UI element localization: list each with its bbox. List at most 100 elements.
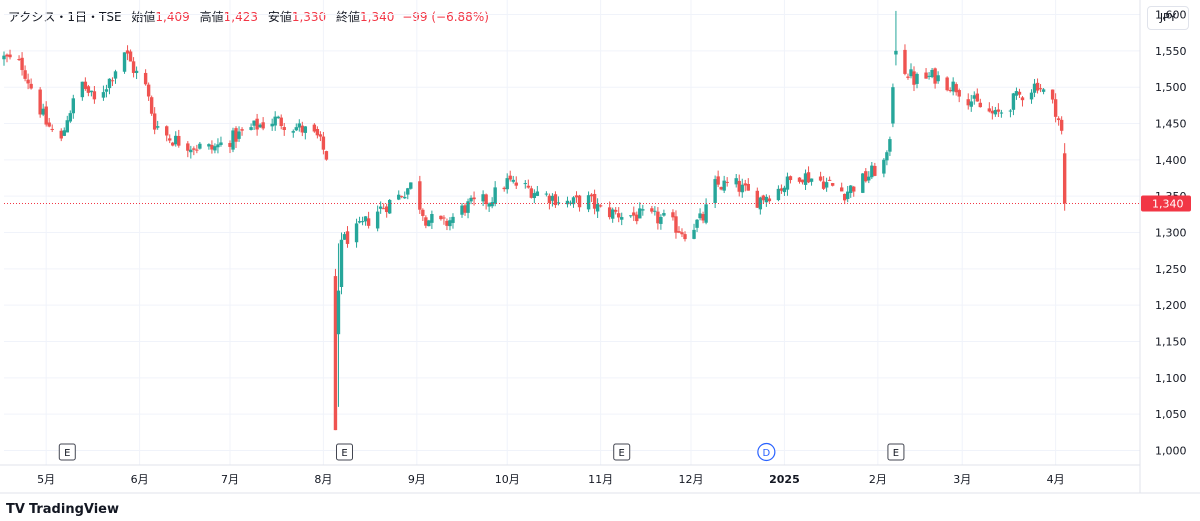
candle-body [966, 99, 970, 106]
tradingview-logo[interactable]: 𝗧𝗩 TradingView [6, 502, 119, 517]
candle-body [613, 209, 618, 212]
candle-body [192, 148, 196, 150]
y-tick-label: 1,550 [1155, 45, 1187, 58]
candle-body [849, 185, 853, 194]
candle-body [957, 90, 961, 97]
candle-body [526, 185, 531, 188]
candle-body [439, 215, 443, 220]
candle-body [186, 143, 190, 151]
candle-body [255, 118, 259, 130]
candle-body [17, 59, 21, 61]
change-value: −99 (−6.88%) [402, 10, 489, 24]
earnings-marker-label: E [64, 448, 70, 459]
dividend-marker-label: D [763, 448, 771, 459]
candle-body [656, 211, 660, 224]
x-tick-label: 8月 [314, 473, 332, 486]
candle-body [734, 178, 738, 185]
candle-body [589, 194, 594, 197]
candle-body [198, 143, 202, 149]
candle-body [996, 109, 1001, 112]
candle-body [249, 127, 253, 130]
candle-body [252, 120, 256, 126]
last-price-badge [1141, 195, 1191, 212]
candle-body [821, 181, 826, 189]
candle-body [719, 187, 723, 190]
candle-body [282, 127, 286, 130]
candle-body [1056, 118, 1061, 121]
candle-body [472, 197, 476, 200]
candle-body [903, 49, 907, 74]
candle-body [406, 188, 410, 195]
candle-body [149, 97, 154, 114]
candle-body [948, 89, 952, 91]
candle-body [26, 79, 30, 84]
candle-body [381, 208, 386, 210]
candle-body [231, 130, 235, 150]
symbol-label[interactable]: アクシス・1日・TSE [8, 10, 122, 24]
candle-body [134, 70, 139, 74]
candle-body [924, 72, 928, 79]
candle-body [110, 80, 115, 82]
candle-body [68, 113, 72, 122]
candle-body [165, 126, 169, 136]
candle-body [378, 206, 383, 209]
candle-body [210, 144, 214, 150]
candle-body [339, 239, 344, 287]
candle-body [830, 183, 835, 186]
candle-body [888, 139, 892, 152]
candle-body [1008, 110, 1013, 112]
y-tick-label: 1,500 [1155, 81, 1187, 94]
candle-body [131, 61, 136, 73]
candle-body [695, 219, 699, 228]
y-tick-label: 1,250 [1155, 263, 1187, 276]
candle-body [761, 195, 766, 201]
candle-body [740, 184, 744, 193]
candle-body [23, 70, 27, 79]
candle-body [354, 223, 359, 243]
candle-body [610, 209, 615, 219]
candle-body [692, 229, 696, 239]
candle-body [635, 214, 639, 222]
candle-body [487, 203, 491, 207]
candle-body [342, 234, 347, 240]
x-tick-label: 11月 [588, 473, 613, 486]
candle-body [565, 200, 570, 205]
candle-body [915, 73, 919, 84]
candle-body [430, 213, 434, 223]
candle-body [523, 183, 527, 185]
currency-button[interactable]: JPY [1147, 6, 1189, 30]
candle-body [632, 212, 636, 216]
y-tick-label: 1,600 [1155, 9, 1187, 22]
candle-body [321, 136, 326, 150]
candle-body [107, 78, 112, 89]
candle-body [303, 126, 308, 133]
candle-body [466, 201, 470, 213]
candle-body [1017, 91, 1022, 95]
candle-body [189, 149, 193, 153]
candle-body [502, 187, 506, 190]
candle-body [403, 197, 407, 199]
candle-body [357, 221, 362, 223]
x-tick-label: 3月 [953, 473, 971, 486]
candle-body [755, 190, 760, 208]
candle-body [776, 188, 781, 201]
candle-body [818, 176, 823, 181]
candle-body [927, 75, 931, 77]
candle-body [650, 208, 654, 212]
candle-body [641, 209, 645, 211]
candle-body [71, 98, 76, 114]
close-label: 終値 [336, 10, 361, 24]
candle-body [595, 204, 600, 212]
candle-body [954, 84, 958, 93]
candle-body [1014, 91, 1019, 96]
close-value: 1,340 [360, 10, 395, 24]
earnings-marker [613, 443, 631, 461]
candle-body [746, 183, 750, 191]
candle-body [885, 152, 889, 161]
earnings-marker [887, 443, 905, 461]
candle-body [213, 146, 217, 151]
candle-body [363, 216, 368, 222]
candle-body [387, 199, 392, 214]
